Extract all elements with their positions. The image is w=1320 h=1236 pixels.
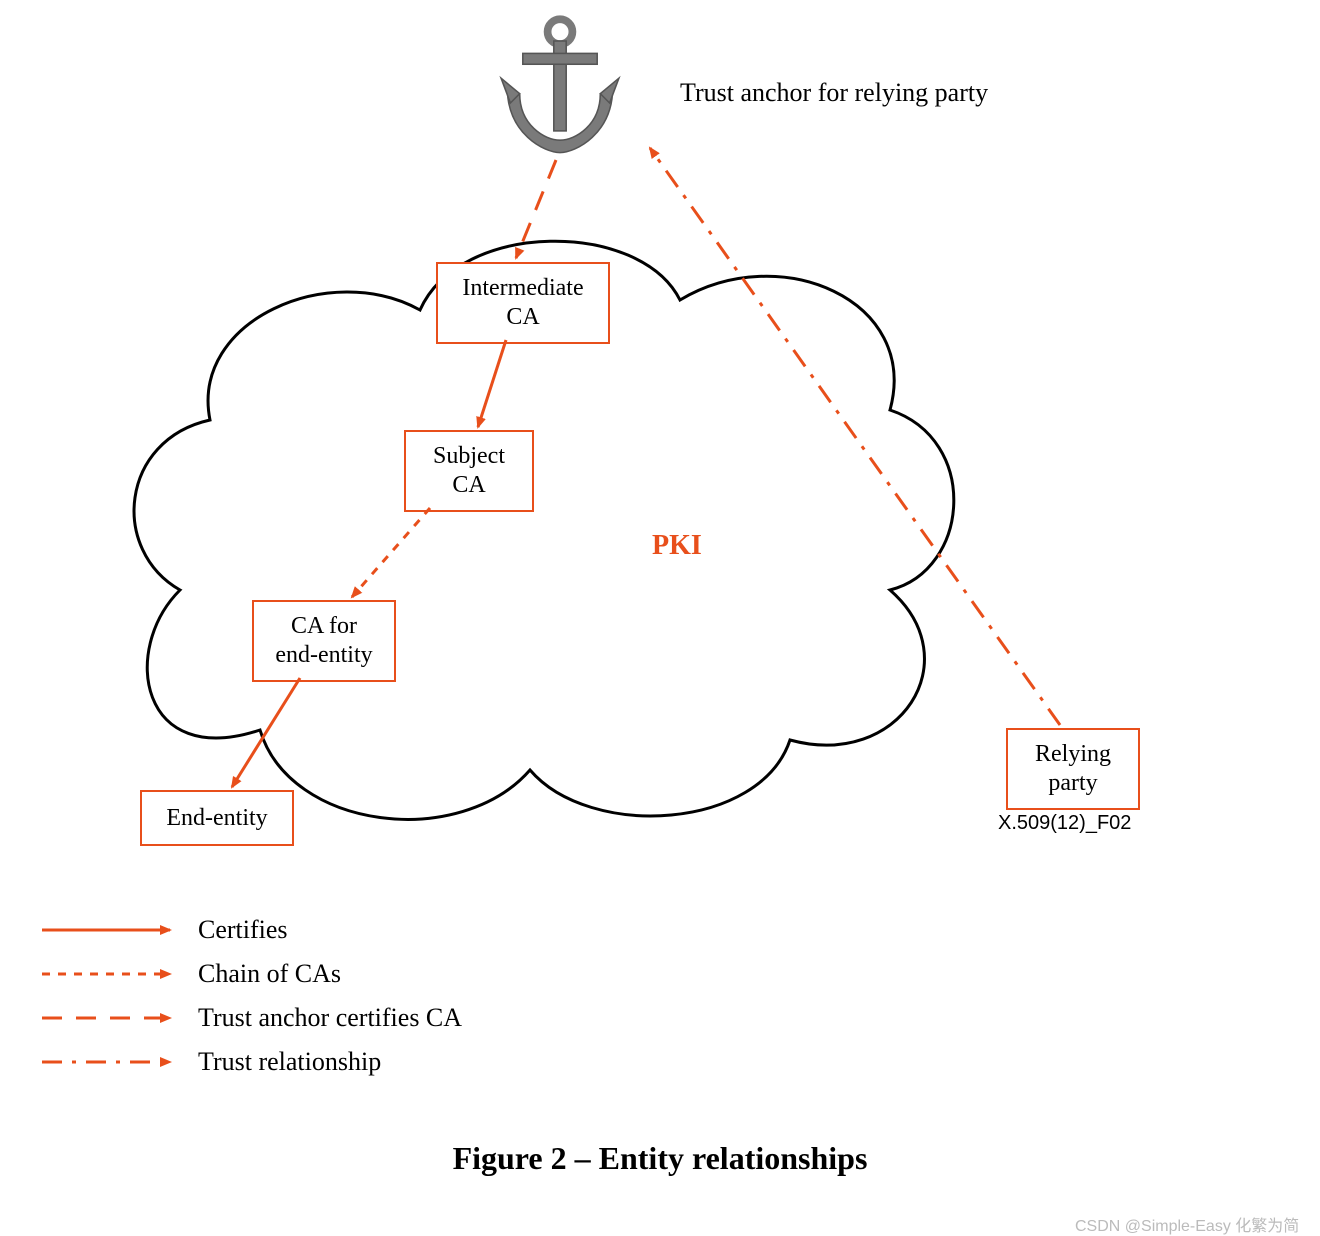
edge-caend_to_end (232, 678, 300, 787)
edge-relying_to_anchor (650, 148, 1060, 725)
legend-label: Trust anchor certifies CA (198, 1003, 462, 1033)
legend: Certifies Chain of CAs Trust anchor certif… (40, 910, 462, 1086)
diagram-container: Trust anchor for relying party Intermedi… (0, 0, 1320, 1236)
legend-line-icon (40, 1006, 186, 1030)
legend-label: Trust relationship (198, 1047, 381, 1077)
legend-row-1: Chain of CAs (40, 954, 462, 994)
legend-row-0: Certifies (40, 910, 462, 950)
edge-subject_to_caend (352, 508, 430, 597)
watermark: CSDN @Simple-Easy 化繁为简 (1075, 1212, 1299, 1236)
edge-anchor_to_intermediate (516, 160, 556, 258)
legend-line-icon (40, 1050, 186, 1074)
figure-caption: Figure 2 – Entity relationships (0, 1140, 1320, 1177)
legend-label: Chain of CAs (198, 959, 341, 989)
edge-intermediate_to_subject (478, 340, 506, 427)
legend-row-2: Trust anchor certifies CA (40, 998, 462, 1038)
legend-line-icon (40, 918, 186, 942)
legend-row-3: Trust relationship (40, 1042, 462, 1082)
legend-line-icon (40, 962, 186, 986)
legend-label: Certifies (198, 915, 288, 945)
